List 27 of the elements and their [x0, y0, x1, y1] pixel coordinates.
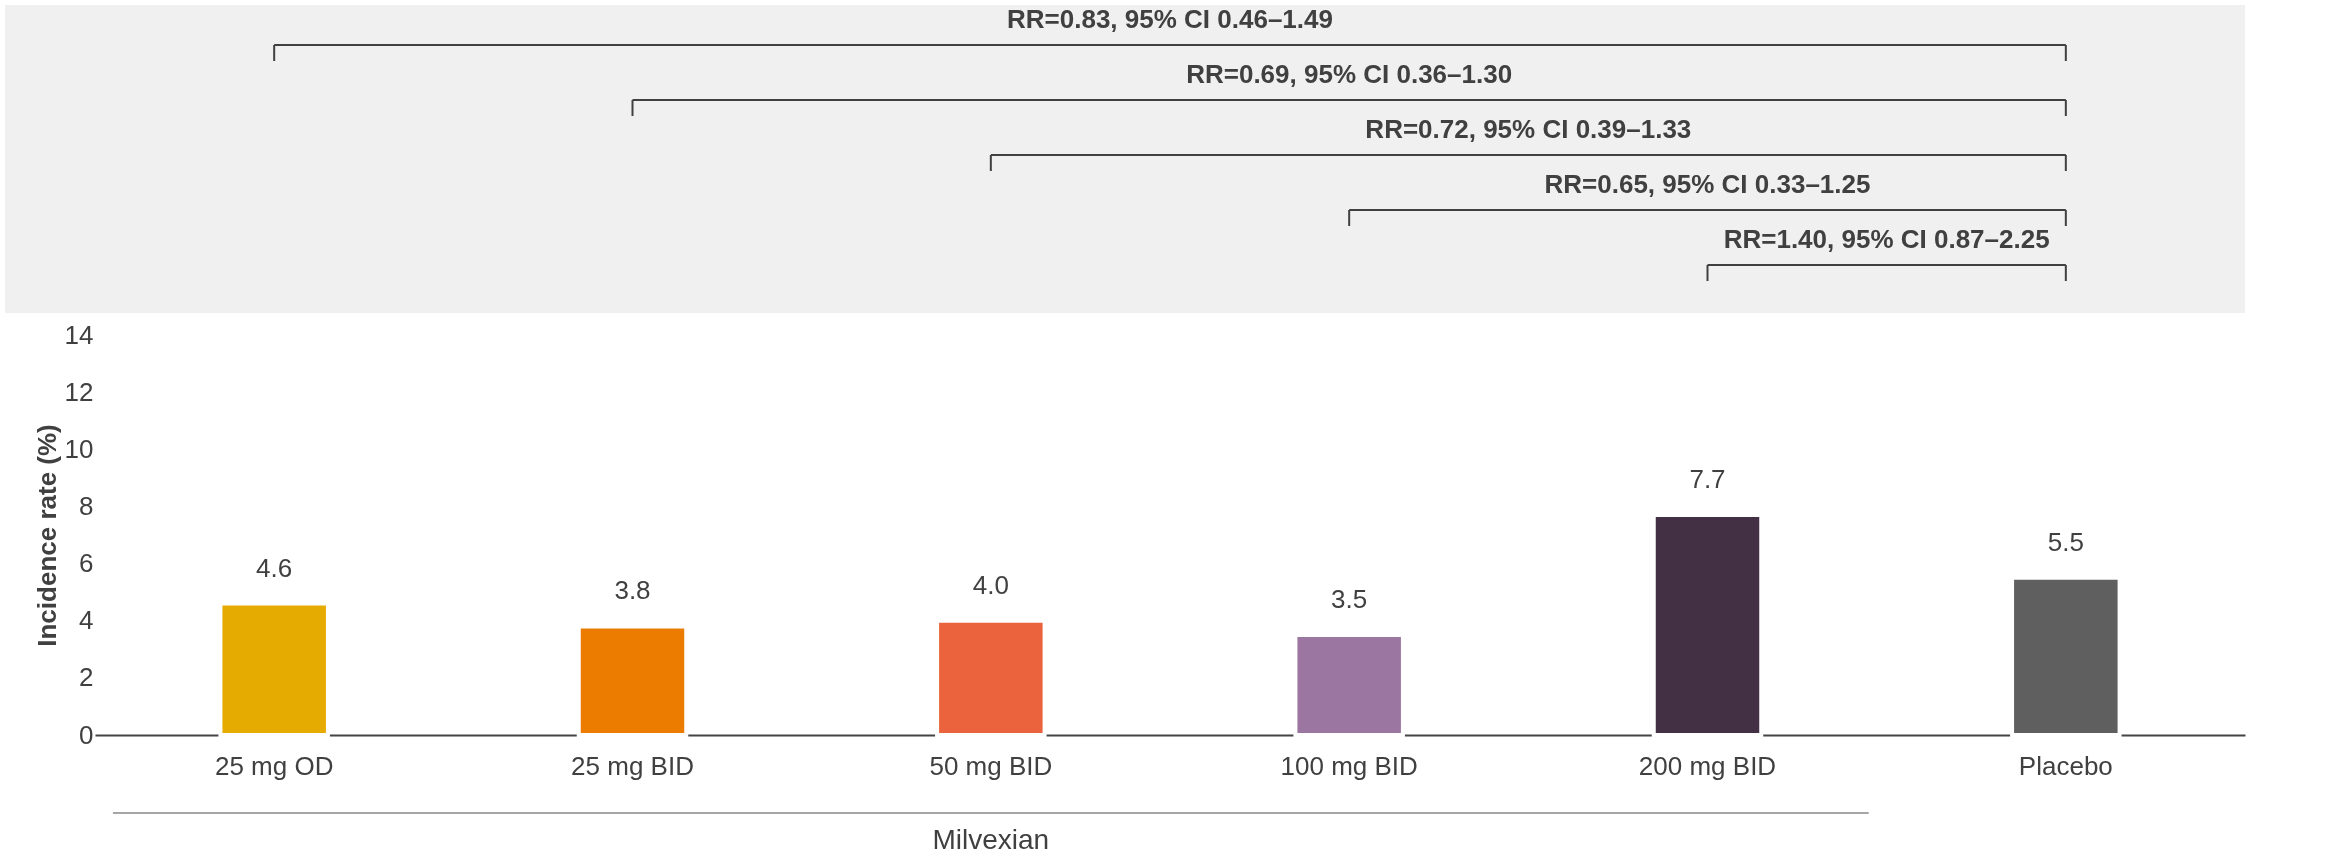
data-label: 7.7 [1689, 464, 1726, 494]
data-label: 3.8 [614, 575, 651, 606]
text: RR=0.72, 95% CI 0.39–1.33 [1365, 114, 1692, 144]
y-tick-label: 10 [64, 433, 94, 464]
y-tick-label: 8 [79, 490, 94, 521]
data-label: 5.5 [2047, 526, 2084, 557]
text: RR=0.65, 95% CI 0.33–1.25 [1544, 169, 1871, 199]
data-label: 4.6 [256, 552, 293, 583]
data-label: 4.0 [972, 569, 1009, 600]
x-tick-label: 25 mg BID [571, 750, 694, 781]
y-axis-title: Incidence rate (%) [31, 424, 62, 647]
y-tick-label: 12 [64, 376, 94, 407]
text: RR=0.83, 95% CI 0.46–1.49 [1007, 4, 1333, 34]
x-tick-label: 200 mg BID [1638, 750, 1777, 781]
x-axis-title: Milvexian [932, 824, 1050, 855]
x-tick-label: 25 mg OD [214, 750, 334, 781]
y-tick-label: 4 [79, 605, 94, 636]
y-tick-label: 6 [79, 548, 94, 579]
y-tick-label: 0 [79, 719, 94, 750]
text: RR=1.40, 95% CI 0.87–2.25 [1723, 224, 2050, 254]
y-tick-label: 14 [64, 319, 94, 350]
y-tick-label: 2 [79, 662, 94, 693]
x-tick-label: 50 mg BID [929, 750, 1053, 781]
text: RR=0.69, 95% CI 0.36–1.30 [1186, 59, 1513, 89]
x-tick-label: Placebo [2018, 750, 2113, 781]
data-label: 3.5 [1331, 584, 1368, 614]
x-tick-label: 100 mg BID [1280, 750, 1418, 781]
